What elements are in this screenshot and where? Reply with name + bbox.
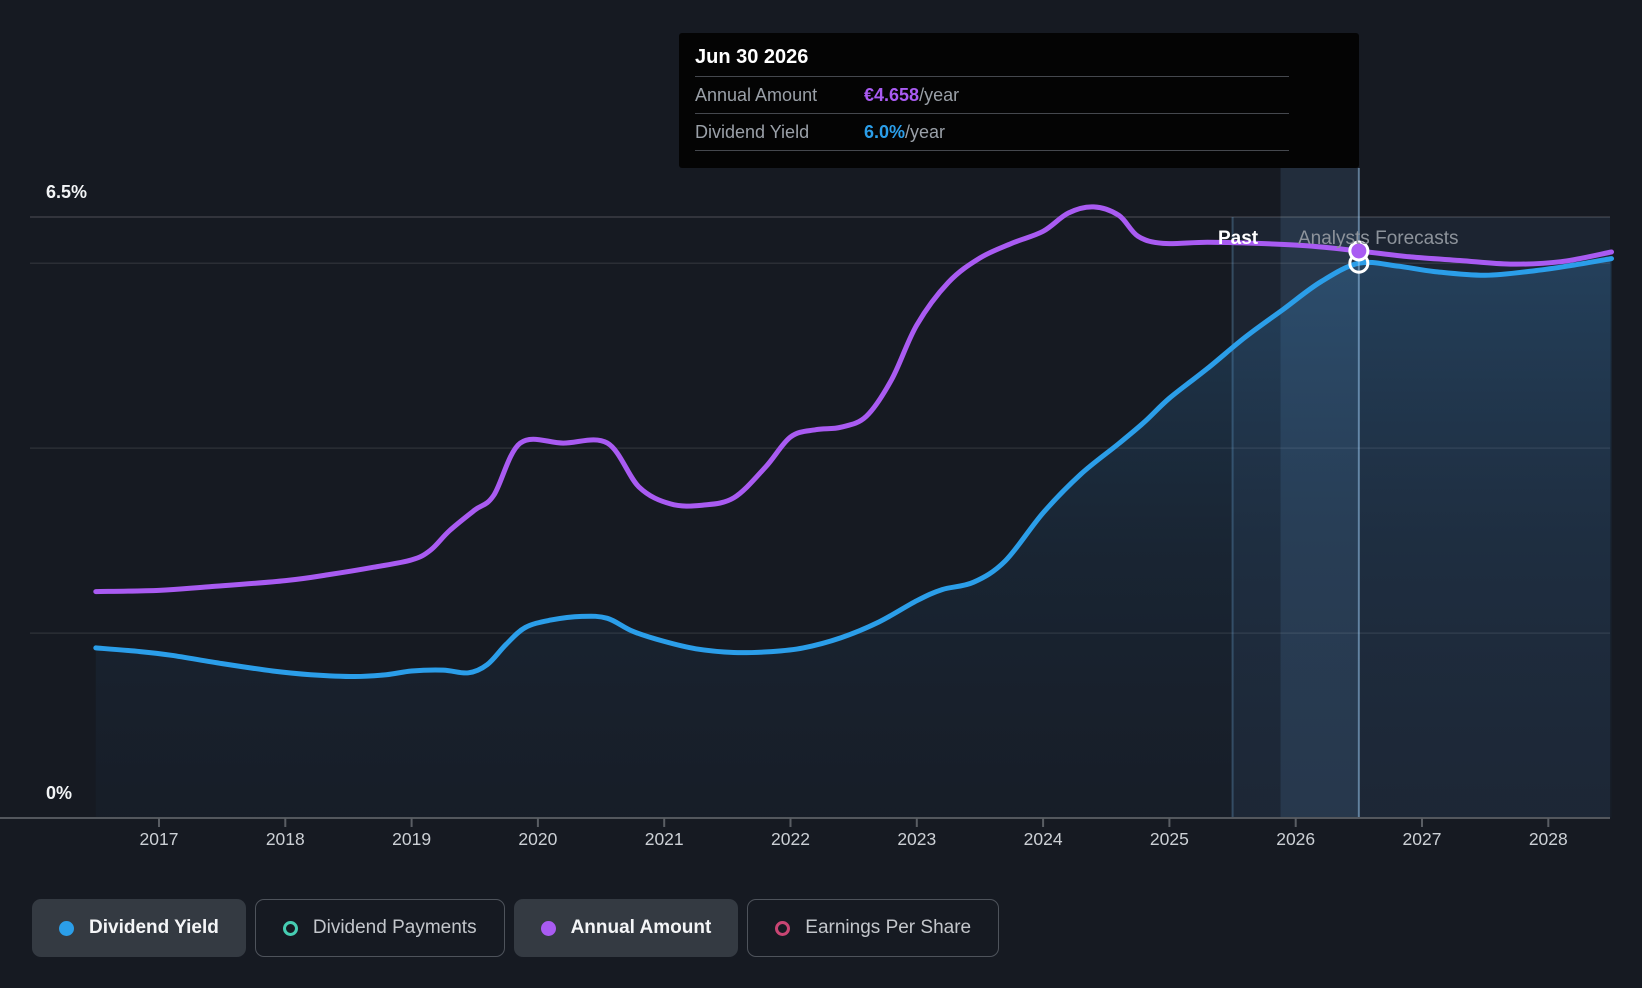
x-axis-label-2025: 2025 [1149, 829, 1189, 849]
legend-label: Earnings Per Share [805, 917, 972, 938]
dividend-yield-line[interactable] [93, 256, 1614, 679]
annual-amount-marker[interactable] [1348, 240, 1370, 262]
tooltip-value: 6.0% [864, 121, 906, 142]
legend-label: Dividend Payments [312, 917, 477, 938]
y-axis-label-0%: 0% [46, 783, 73, 803]
earnings-per-share-ring-icon [775, 920, 791, 936]
x-axis-label-2028: 2028 [1528, 829, 1568, 849]
tooltip-suffix: /year [919, 84, 960, 105]
x-axis-label-2023: 2023 [897, 829, 937, 849]
x-axis-label-2019: 2019 [392, 829, 432, 849]
annual-amount-line[interactable] [93, 204, 1614, 595]
tooltip-row-dividend-yield: Dividend Yield 6.0% /year [695, 113, 1289, 150]
x-axis-label-2017: 2017 [139, 829, 179, 849]
past-region-label: Past [1218, 228, 1259, 249]
x-axis-label-2027: 2027 [1402, 829, 1442, 849]
dividend-yield-area [95, 258, 1612, 819]
tooltip-label: Dividend Yield [695, 121, 810, 142]
legend-dividend-payments-button[interactable]: Dividend Payments [254, 899, 505, 957]
x-axis-label-2022: 2022 [771, 829, 810, 849]
tooltip-label: Annual Amount [695, 84, 818, 105]
analysts-forecasts-label: Analysts Forecasts [1298, 228, 1459, 249]
chart-tooltip: Jun 30 2026 Annual Amount €4.658 /year D… [679, 33, 1359, 168]
legend: Dividend Yield Dividend Payments Annual … [32, 899, 1000, 957]
x-axis-label-2021: 2021 [644, 829, 684, 849]
tooltip-value: €4.658 [864, 84, 920, 105]
x-axis-label-2018: 2018 [265, 829, 305, 849]
x-axis-label-2024: 2024 [1023, 829, 1063, 849]
tooltip-date: Jun 30 2026 [695, 46, 809, 68]
x-axis-label-2026: 2026 [1276, 829, 1316, 849]
tooltip-row-annual-amount: Annual Amount €4.658 /year [695, 76, 1289, 113]
y-axis-label-6.5%: 6.5% [46, 182, 88, 202]
legend-dividend-yield-button[interactable]: Dividend Yield [32, 899, 246, 957]
annual-amount-dot-icon [540, 920, 556, 936]
legend-label: Annual Amount [570, 917, 712, 938]
dividend-yield-dot-icon [59, 920, 74, 936]
tooltip-bottom-divider [695, 150, 1289, 151]
legend-label: Dividend Yield [89, 917, 219, 938]
x-axis-label-2020: 2020 [518, 829, 558, 849]
legend-annual-amount-button[interactable]: Annual Amount [513, 899, 739, 957]
tooltip-suffix: /year [905, 121, 946, 142]
dividend-payments-ring-icon [282, 920, 298, 936]
legend-earnings-per-share-button[interactable]: Earnings Per Share [747, 899, 1000, 957]
